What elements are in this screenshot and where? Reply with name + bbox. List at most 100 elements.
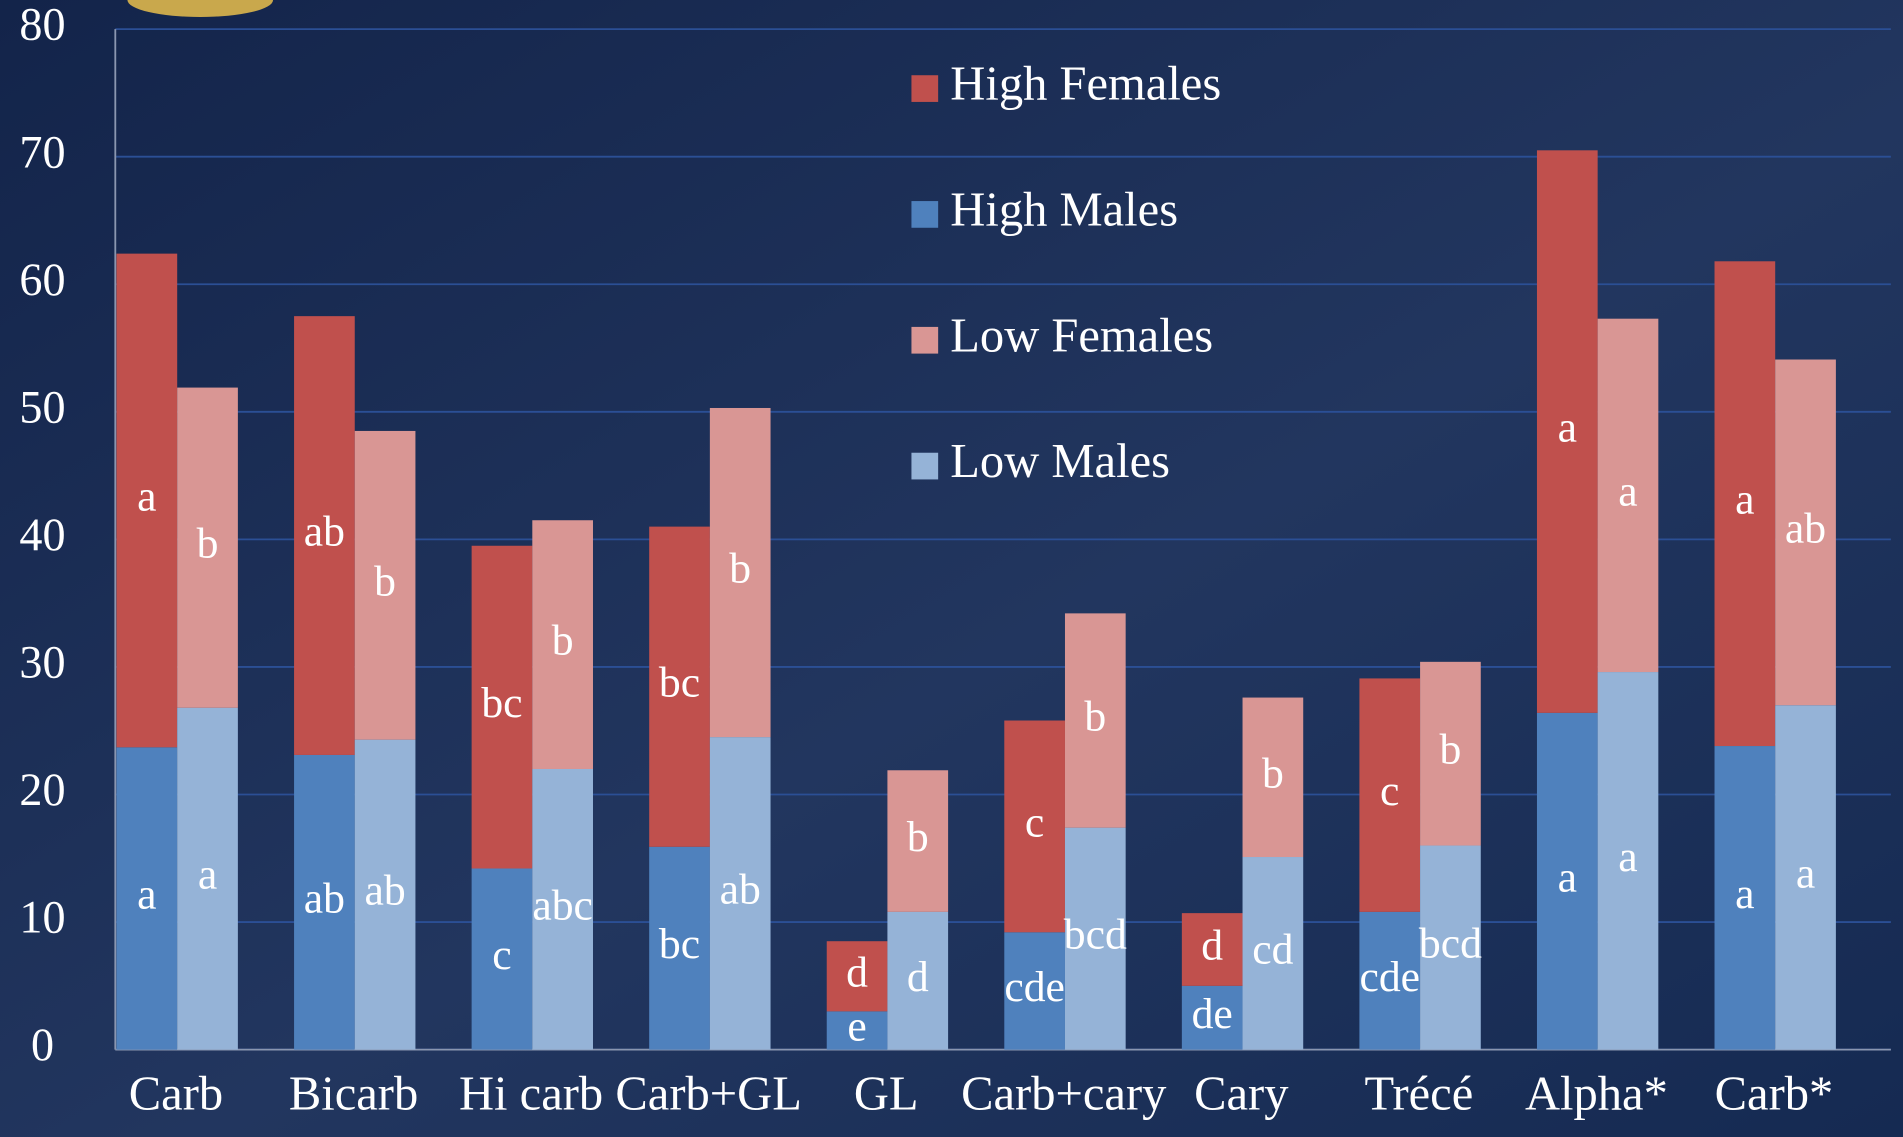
- bar-segment: [1597, 318, 1659, 673]
- y-tick-label: 40: [19, 509, 65, 560]
- bar-segment: [1004, 932, 1065, 1050]
- significance-letter: d: [1201, 922, 1223, 970]
- bar-segment: [294, 316, 355, 755]
- bar-segment: [1242, 857, 1304, 1050]
- significance-letter: b: [197, 520, 219, 568]
- x-tick-label: Carb+cary: [961, 1067, 1167, 1120]
- significance-letter: c: [492, 931, 511, 979]
- y-tick-label: 30: [19, 637, 65, 688]
- bar-segment: [532, 768, 593, 1050]
- significance-letter: bc: [481, 679, 522, 727]
- significance-letter: a: [1558, 404, 1577, 452]
- bar-segment: [1714, 746, 1776, 1050]
- y-tick-label: 50: [19, 381, 65, 432]
- significance-letter: de: [1192, 990, 1233, 1038]
- legend-label: High Females: [950, 58, 1221, 111]
- bar-segment: [709, 407, 771, 738]
- bar-segment: [294, 754, 355, 1050]
- bar-segment: [1181, 913, 1243, 986]
- significance-letter: e: [847, 1003, 866, 1051]
- significance-letter: cd: [1252, 925, 1293, 973]
- bar-segment: [354, 430, 416, 740]
- legend-swatch: [911, 326, 939, 354]
- significance-letter: abc: [532, 881, 593, 929]
- significance-letter: b: [1440, 726, 1462, 774]
- bar-segment: [532, 520, 593, 769]
- significance-letter: a: [1618, 467, 1637, 515]
- significance-letter: ab: [304, 874, 345, 922]
- bar-segment: [1775, 705, 1836, 1050]
- significance-letter: d: [846, 948, 868, 996]
- significance-letter: cde: [1004, 963, 1065, 1011]
- bar-segment: [649, 526, 710, 847]
- x-tick-label: Alpha*: [1525, 1067, 1668, 1120]
- y-tick-label: 60: [19, 254, 65, 305]
- significance-letter: ab: [304, 508, 345, 556]
- significance-letter: ab: [364, 867, 405, 915]
- significance-letter: bc: [659, 659, 700, 707]
- bar-segment: [471, 545, 533, 869]
- bar-segment: [1420, 845, 1481, 1050]
- significance-letter: a: [1558, 853, 1577, 901]
- bar-segment: [887, 911, 949, 1050]
- bar-segment: [471, 868, 533, 1050]
- x-tick-label: Carb*: [1715, 1067, 1834, 1120]
- significance-letter: b: [374, 557, 396, 605]
- bar-segment: [709, 737, 771, 1050]
- x-tick-label: GL: [854, 1067, 919, 1120]
- legend-swatch: [911, 201, 939, 228]
- significance-letter: a: [198, 851, 217, 899]
- bar-segment: [1536, 712, 1598, 1050]
- bar-segment: [649, 846, 710, 1050]
- x-tick-label: Cary: [1194, 1067, 1289, 1120]
- bar-segment: [1359, 678, 1421, 912]
- significance-letter: c: [1025, 798, 1044, 846]
- x-tick-label: Carb: [129, 1067, 223, 1120]
- y-tick-label: 10: [19, 892, 65, 943]
- bar-segment: [1004, 720, 1065, 933]
- bar-segment: [1597, 672, 1659, 1050]
- y-tick-label: 20: [19, 764, 65, 815]
- significance-letter: a: [137, 871, 156, 919]
- x-tick-label: Hi carb: [459, 1067, 603, 1120]
- x-tick-label: Carb+GL: [615, 1067, 801, 1120]
- bar-segment: [1181, 985, 1243, 1050]
- bar-segment: [826, 941, 888, 1012]
- legend-swatch: [911, 75, 939, 102]
- legend-label: High Males: [950, 184, 1178, 237]
- significance-letter: b: [729, 545, 751, 593]
- legend-swatch: [911, 452, 939, 480]
- bar-segment: [1064, 827, 1126, 1050]
- logo-edge: [127, 0, 274, 17]
- bar-segment: [1420, 661, 1481, 846]
- bar-segment: [1064, 613, 1126, 828]
- significance-letter: cde: [1359, 953, 1420, 1001]
- bar-segment: [1536, 150, 1598, 713]
- bar-segment: [887, 770, 949, 912]
- y-tick-label: 80: [19, 0, 65, 50]
- bar-segment: [177, 387, 238, 708]
- significance-letter: bcd: [1064, 911, 1127, 959]
- bar-segment: [826, 1011, 888, 1050]
- y-tick-label: 70: [19, 126, 65, 177]
- x-tick-label: Trécé: [1365, 1067, 1474, 1120]
- legend-label: Low Females: [950, 309, 1213, 362]
- bar-segment: [1714, 261, 1776, 747]
- significance-letter: b: [907, 813, 929, 861]
- significance-letter: c: [1380, 767, 1399, 815]
- bar-segment: [116, 253, 178, 748]
- significance-letter: b: [1262, 749, 1284, 797]
- significance-letter: ab: [720, 865, 761, 913]
- x-tick-label: Bicarb: [289, 1067, 418, 1120]
- significance-letter: a: [1796, 849, 1815, 897]
- legend-label: Low Males: [950, 435, 1170, 488]
- bar-segment: [354, 739, 416, 1050]
- bar-segment: [177, 707, 238, 1050]
- significance-letter: d: [907, 953, 929, 1001]
- bar-segment: [1775, 359, 1836, 706]
- significance-letter: a: [137, 473, 156, 521]
- significance-letter: a: [1618, 833, 1637, 881]
- bar-segment: [1359, 911, 1421, 1050]
